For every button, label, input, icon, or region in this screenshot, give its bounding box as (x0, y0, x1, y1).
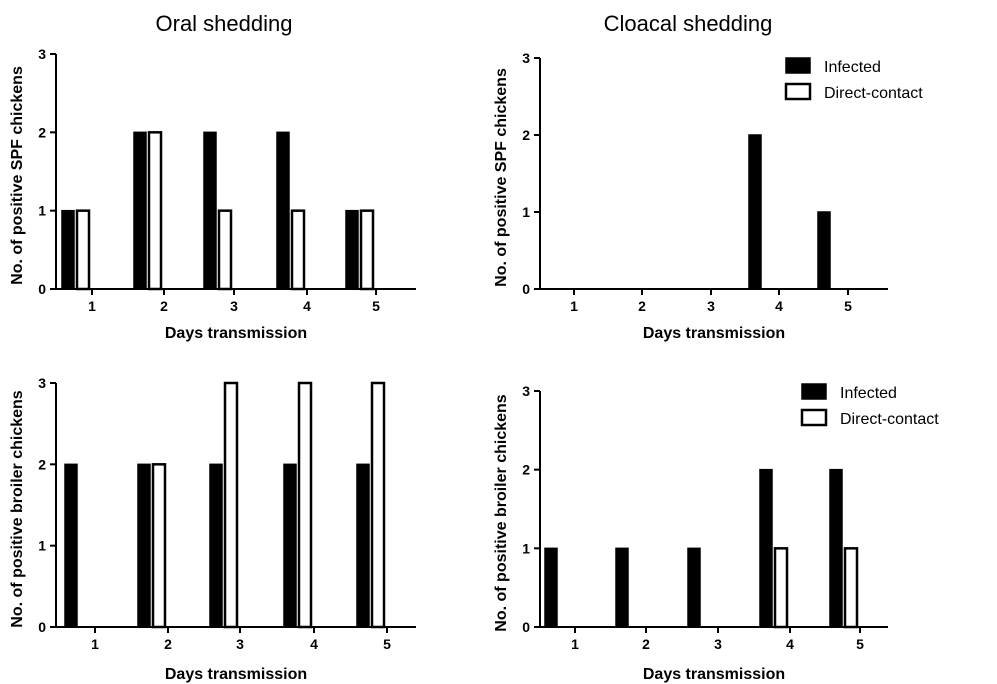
bar-infected-day-4 (283, 463, 297, 628)
legend-swatch-infected (785, 57, 811, 74)
bar-direct-contact-day-5 (370, 381, 386, 629)
y-tick-label: 2 (522, 462, 530, 478)
legend-label: Direct-contact (824, 85, 923, 102)
bar-infected-day-5 (829, 468, 843, 628)
bar-infected-day-2 (137, 463, 151, 628)
x-tick-label: 2 (164, 636, 172, 652)
bar-infected-day-1 (544, 547, 558, 628)
bar-infected-day-3 (209, 463, 223, 628)
bar-infected-day-1 (64, 463, 78, 628)
bar-infected-day-5 (345, 209, 359, 290)
x-tick-label: 3 (707, 298, 715, 314)
bar-infected-day-5 (356, 463, 370, 628)
y-axis-label: No. of positive broiler chickens (493, 394, 510, 631)
x-tick-label: 5 (383, 636, 391, 652)
legend-label: Infected (840, 385, 897, 402)
x-tick-label: 4 (775, 298, 783, 314)
column-title-cloacal: Cloacal shedding (604, 11, 773, 36)
y-tick-label: 3 (522, 383, 530, 399)
y-tick-label: 1 (38, 203, 46, 219)
x-tick-label: 1 (571, 636, 579, 652)
legend: Infected Direct-contact (784, 57, 923, 102)
bar-direct-contact-day-1 (75, 209, 91, 291)
bar-infected-day-4 (276, 131, 290, 290)
chart-panels: 0 1 2 3 1 2 3 4 5 Days transmission No. of positiv… (9, 46, 939, 683)
y-tick-label: 2 (522, 127, 530, 143)
chart-panel-top-left: 0 1 2 3 1 2 3 4 5 Days transmission No. of positiv… (9, 46, 416, 342)
bar-infected-day-4 (748, 134, 762, 290)
legend-label: Infected (824, 59, 881, 76)
x-tick-label: 5 (844, 298, 852, 314)
x-axis-label: Days transmission (643, 666, 785, 683)
bar-direct-contact-day-3 (223, 381, 239, 629)
bar-infected-day-1 (61, 209, 75, 290)
legend-label: Direct-contact (840, 411, 939, 428)
x-tick-label: 4 (786, 636, 794, 652)
x-tick-label: 5 (856, 636, 864, 652)
x-axis-label: Days transmission (165, 325, 307, 342)
x-tick-label: 3 (230, 298, 238, 314)
bar-direct-contact-day-4 (290, 209, 306, 291)
legend: Infected Direct-contact (800, 383, 939, 428)
bar-direct-contact-day-5 (359, 209, 375, 291)
x-tick-label: 1 (91, 636, 99, 652)
legend-swatch-direct-contact (784, 82, 812, 101)
bar-infected-day-3 (687, 547, 701, 628)
y-axis-label: No. of positive SPF chickens (9, 66, 26, 285)
chart-panel-top-right: 0 1 2 3 1 2 3 4 5 Days transmission No. of positiv… (493, 50, 923, 342)
x-axis-label: Days transmission (643, 325, 785, 342)
x-tick-label: 2 (638, 298, 646, 314)
bar-direct-contact-day-4 (297, 381, 313, 629)
legend-swatch-infected (801, 383, 827, 400)
y-tick-label: 2 (38, 456, 46, 472)
bar-infected-day-2 (133, 131, 147, 290)
y-tick-label: 0 (38, 281, 46, 297)
chart-panel-bottom-left: 0 1 2 3 1 2 3 4 5 Days transmission No. of positiv… (9, 375, 416, 683)
y-tick-label: 0 (522, 281, 530, 297)
bar-infected-day-3 (203, 131, 217, 290)
x-tick-label: 4 (303, 298, 311, 314)
bar-infected-day-2 (615, 547, 629, 628)
x-tick-label: 4 (310, 636, 318, 652)
bar-direct-contact-day-3 (217, 209, 233, 291)
legend-swatch-direct-contact (800, 408, 828, 427)
x-axis-label: Days transmission (165, 666, 307, 683)
chart-panel-bottom-right: 0 1 2 3 1 2 3 4 5 Days transmission No. of positiv… (493, 383, 939, 683)
bar-direct-contact-day-5 (843, 547, 859, 629)
x-tick-label: 2 (160, 298, 168, 314)
x-tick-label: 3 (714, 636, 722, 652)
y-axis-label: No. of positive broiler chickens (9, 390, 26, 627)
x-tick-label: 1 (88, 298, 96, 314)
y-tick-label: 1 (522, 540, 530, 556)
y-tick-label: 1 (38, 538, 46, 554)
x-tick-label: 2 (642, 636, 650, 652)
y-tick-label: 3 (38, 46, 46, 62)
x-tick-label: 5 (372, 298, 380, 314)
y-tick-label: 2 (38, 124, 46, 140)
y-tick-label: 1 (522, 204, 530, 220)
bar-direct-contact-day-2 (147, 131, 163, 291)
bar-infected-day-5 (817, 211, 831, 290)
column-title-oral: Oral shedding (156, 11, 293, 36)
y-axis-label: No. of positive SPF chickens (493, 68, 510, 287)
y-tick-label: 3 (522, 50, 530, 66)
bar-infected-day-4 (759, 468, 773, 628)
x-tick-label: 3 (236, 636, 244, 652)
bar-direct-contact-day-2 (151, 463, 167, 629)
y-tick-label: 0 (522, 619, 530, 635)
x-tick-label: 1 (570, 298, 578, 314)
y-tick-label: 3 (38, 375, 46, 391)
bar-direct-contact-day-4 (773, 547, 789, 629)
y-tick-label: 0 (38, 619, 46, 635)
